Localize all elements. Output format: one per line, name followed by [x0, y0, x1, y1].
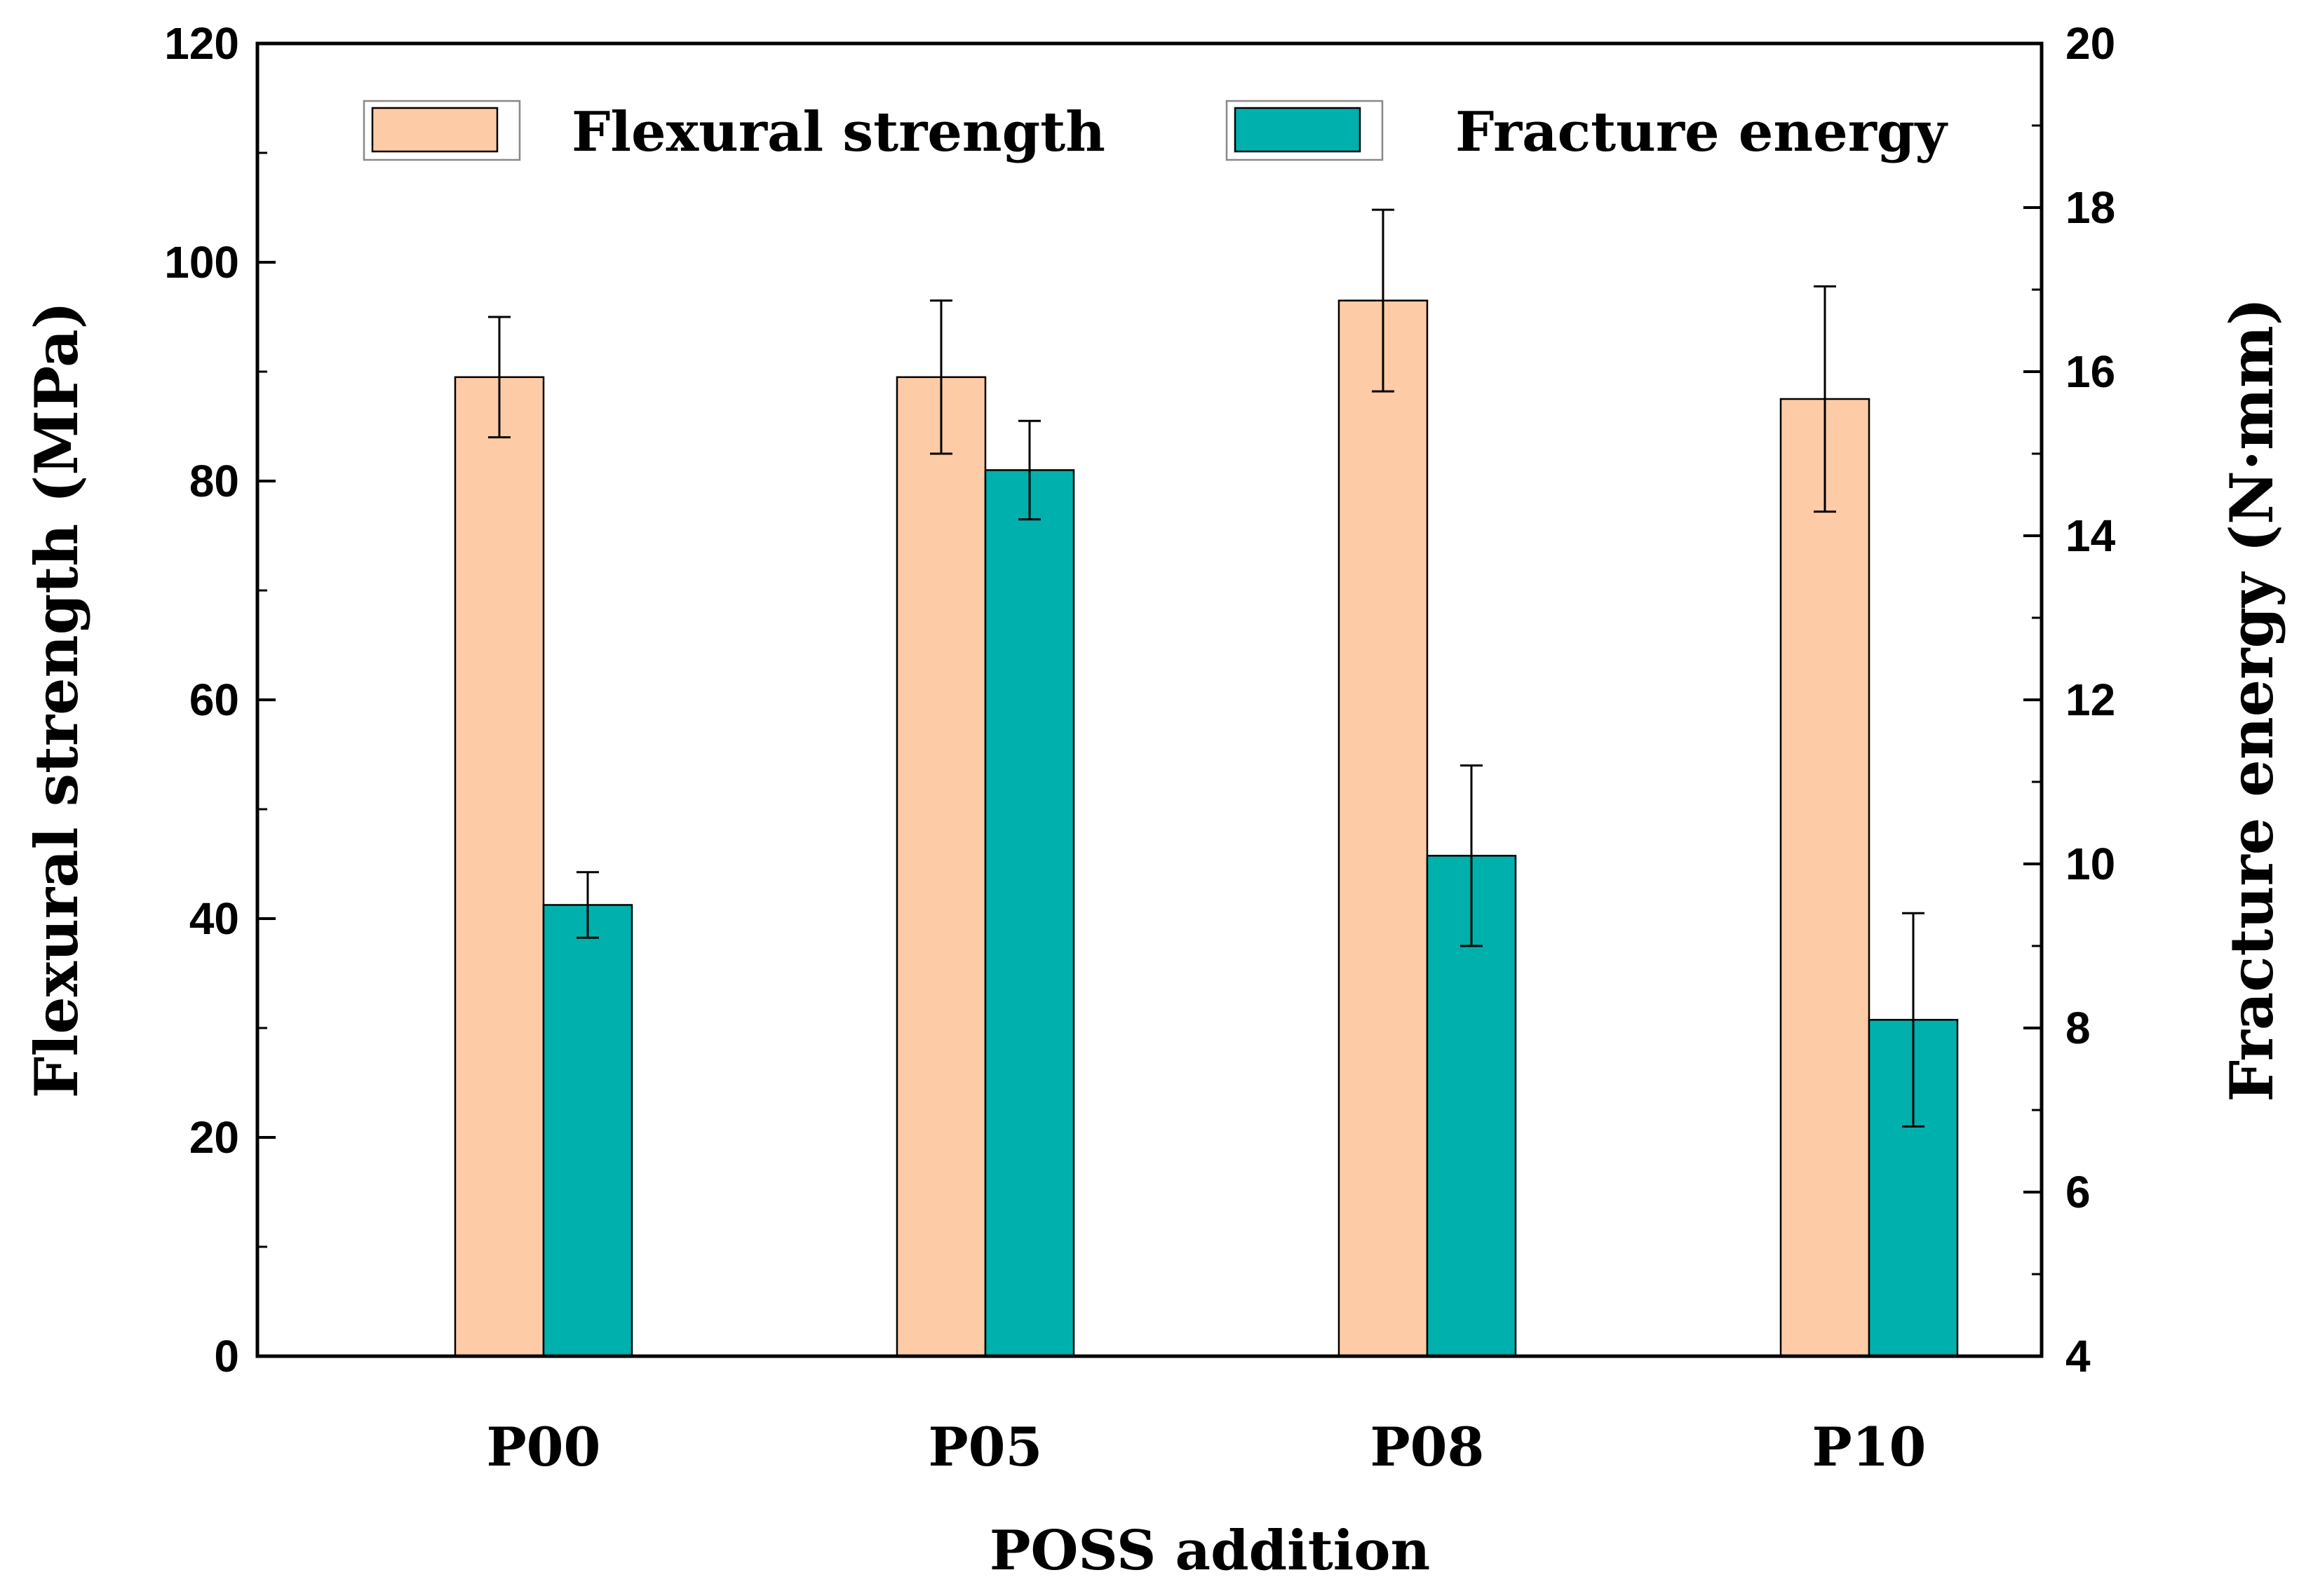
tick-label-left: 20 — [189, 1112, 239, 1163]
tick-label-left: 40 — [189, 893, 239, 944]
axes-group: 0 20 40 60 80 100 120 4 6 8 10 12 14 16 18 20 P00 P05 P08 P… — [164, 18, 2115, 1478]
tick-label-right: 12 — [2065, 675, 2115, 725]
bar-flexural-strength-p08 — [1337, 299, 1429, 1358]
tick-label-left: 0 — [214, 1331, 239, 1381]
tick-label-right: 16 — [2065, 346, 2115, 397]
bar-fracture-energy-p05 — [984, 469, 1075, 1358]
axis-labels-group: POSS addition Flexural strength (MPa) Frac… — [22, 297, 2286, 1583]
bar-flexural-strength-p00 — [454, 376, 545, 1358]
x-axis-title: POSS addition — [990, 1519, 1430, 1583]
x-tick-label: P05 — [929, 1416, 1043, 1478]
legend-swatch-flexural-strength — [371, 107, 499, 153]
x-tick-label: P08 — [1370, 1416, 1485, 1478]
tick-label-right: 4 — [2065, 1331, 2091, 1381]
y-axis-title-right: Fracture energy (N·mm) — [2217, 297, 2286, 1102]
tick-label-right: 20 — [2065, 18, 2115, 69]
tick-label-left: 120 — [164, 18, 239, 69]
tick-label-right: 10 — [2065, 839, 2115, 889]
legend-label: Flexural strength — [572, 100, 1105, 164]
tick-label-left: 60 — [189, 675, 239, 725]
legend-swatch-fracture-energy — [1234, 107, 1361, 153]
tick-label-left: 80 — [189, 456, 239, 506]
tick-label-right: 14 — [2065, 510, 2116, 561]
x-tick-label: P10 — [1812, 1416, 1927, 1478]
tick-label-left: 100 — [164, 237, 239, 288]
y-axis-title-left: Flexural strength (MPa) — [22, 302, 91, 1099]
legend-label: Fracture energy — [1455, 100, 1948, 164]
legend: Flexural strength Fracture energy — [363, 100, 1948, 164]
bar-flexural-strength-p10 — [1779, 398, 1870, 1358]
error-bars-group — [488, 208, 1924, 1128]
bars-group — [454, 299, 1959, 1358]
tick-label-right: 8 — [2065, 1003, 2091, 1053]
tick-label-right: 18 — [2065, 182, 2115, 233]
bar-fracture-energy-p00 — [542, 904, 633, 1358]
tick-label-right: 6 — [2065, 1167, 2091, 1217]
x-tick-label: P00 — [487, 1416, 601, 1478]
bar-flexural-strength-p05 — [896, 376, 987, 1358]
